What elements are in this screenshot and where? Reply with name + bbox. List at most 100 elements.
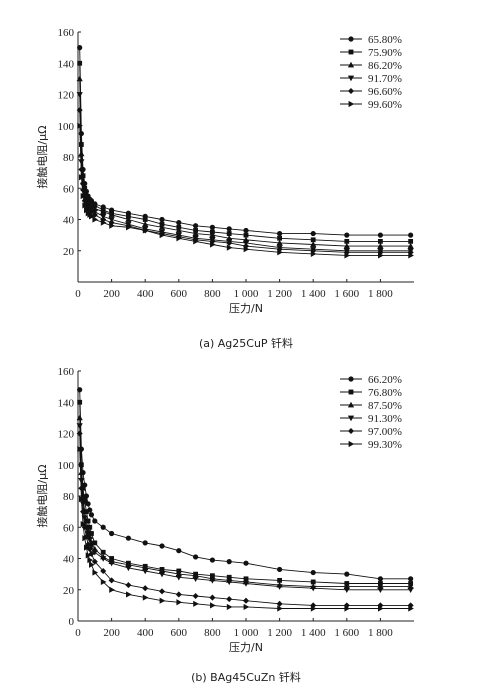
- data-point: [76, 414, 83, 421]
- data-point: [89, 213, 95, 220]
- data-point: [343, 242, 350, 249]
- data-point: [310, 230, 316, 237]
- x-tick-label: 1 800: [368, 627, 393, 639]
- data-point: [125, 216, 132, 222]
- x-axis-title: 压力/N: [229, 302, 263, 315]
- data-point: [276, 600, 283, 607]
- y-tick-label: 140: [58, 58, 75, 70]
- data-point: [125, 565, 132, 572]
- data-point: [344, 252, 351, 259]
- data-point: [158, 588, 166, 595]
- data-point: [92, 216, 99, 223]
- data-point: [89, 561, 95, 568]
- chart-caption: (a) Ag25CuP 钎料: [199, 336, 293, 350]
- data-point: [100, 524, 106, 530]
- data-point: [100, 219, 107, 226]
- data-point: [77, 446, 83, 453]
- data-point: [92, 518, 98, 524]
- data-point: [209, 594, 216, 601]
- data-point: [407, 587, 414, 593]
- data-point: [408, 576, 414, 582]
- legend-marker: [347, 415, 355, 422]
- data-point: [277, 230, 283, 237]
- data-point: [77, 45, 83, 51]
- data-point: [377, 576, 384, 582]
- x-tick-label: 1 600: [334, 627, 359, 639]
- y-tick-label: 100: [58, 121, 75, 133]
- data-point: [243, 227, 249, 234]
- legend-label: 99.30%: [368, 439, 402, 451]
- data-point: [243, 603, 250, 611]
- data-point: [242, 597, 250, 604]
- data-point: [193, 238, 199, 245]
- data-point: [85, 552, 92, 559]
- y-tick-label: 20: [63, 246, 75, 258]
- legend-label: 97.00%: [368, 426, 402, 438]
- y-tick-label: 160: [58, 27, 75, 39]
- legend-marker: [348, 36, 354, 42]
- data-point: [100, 556, 107, 562]
- legend-label: 76.80%: [368, 387, 402, 399]
- data-point: [176, 220, 182, 226]
- data-point: [408, 232, 414, 238]
- data-point: [108, 530, 115, 537]
- x-tick-label: 0: [75, 288, 81, 300]
- data-point: [100, 208, 107, 215]
- x-tick-label: 1 200: [267, 627, 292, 639]
- data-point: [277, 605, 283, 612]
- data-point: [343, 587, 350, 593]
- y-tick-label: 120: [58, 429, 75, 441]
- data-point: [78, 496, 85, 503]
- x-tick-label: 600: [171, 288, 188, 300]
- y-axis-title: 接触电阻/μΩ: [35, 464, 49, 527]
- data-point: [80, 508, 87, 515]
- data-point: [310, 605, 317, 612]
- data-point: [209, 231, 216, 238]
- data-point: [226, 559, 232, 565]
- data-point: [80, 192, 87, 200]
- x-tick-label: 1 000: [234, 627, 259, 639]
- data-point: [378, 252, 384, 259]
- data-point: [192, 576, 199, 583]
- x-tick-label: 400: [137, 288, 154, 300]
- data-point: [377, 242, 384, 249]
- y-tick-label: 60: [63, 522, 75, 534]
- data-point: [126, 591, 132, 598]
- data-point: [91, 549, 98, 556]
- chart-bag45cuzn: 0 20 40 60 80 100 120 140 160 0 200 400 600 800 1 000 1…: [35, 366, 414, 684]
- data-point: [77, 399, 83, 405]
- x-tick-label: 200: [103, 288, 120, 300]
- legend-label: 96.60%: [368, 86, 402, 98]
- data-point: [276, 239, 283, 246]
- data-point: [142, 568, 149, 575]
- y-axis-title: 接触电阻/μΩ: [35, 125, 49, 188]
- data-point: [344, 605, 351, 612]
- data-point: [277, 249, 283, 256]
- y-tick-label: 20: [63, 585, 75, 597]
- data-point: [142, 220, 149, 227]
- data-point: [193, 223, 199, 229]
- y-tick-label: 60: [63, 183, 75, 195]
- data-point: [142, 585, 149, 592]
- data-point: [76, 423, 83, 429]
- y-tick-label: 80: [63, 491, 75, 503]
- data-point: [408, 252, 414, 259]
- data-point: [82, 535, 88, 542]
- data-point: [77, 387, 83, 393]
- x-tick-label: 0: [75, 627, 81, 639]
- data-point: [242, 581, 250, 587]
- legend-label: 91.30%: [368, 413, 402, 425]
- legend-marker: [347, 75, 355, 82]
- x-tick-label: 600: [171, 627, 188, 639]
- data-point: [226, 239, 233, 246]
- data-point: [100, 578, 107, 586]
- data-point: [78, 174, 85, 181]
- data-point: [142, 594, 149, 601]
- data-point: [76, 92, 83, 98]
- data-point: [226, 226, 232, 232]
- legend-marker: [348, 100, 355, 108]
- data-point: [158, 571, 166, 578]
- x-tick-label: 400: [137, 627, 154, 639]
- x-tick-label: 1 400: [301, 627, 326, 639]
- data-point: [126, 224, 132, 231]
